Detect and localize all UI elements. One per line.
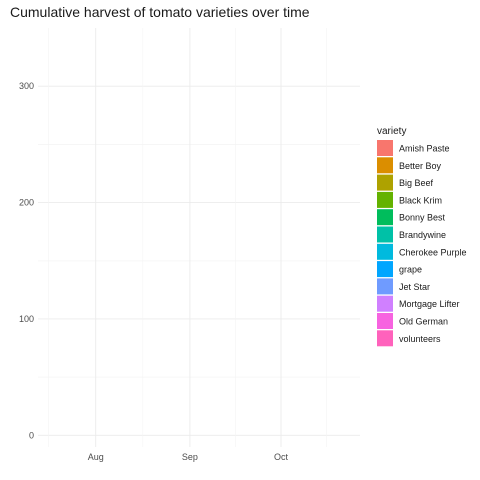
y-tick-label: 100 <box>19 314 34 324</box>
legend-swatch <box>377 295 393 312</box>
legend-label: grape <box>399 265 422 275</box>
y-tick-label: 200 <box>19 198 34 208</box>
x-tick-label: Aug <box>88 452 104 462</box>
legend-label: Mortgage Lifter <box>399 299 460 309</box>
legend-label: volunteers <box>399 334 441 344</box>
legend-swatch <box>377 278 393 295</box>
legend-label: Amish Paste <box>399 144 450 154</box>
legend-swatch <box>377 243 393 260</box>
legend-swatch <box>377 261 393 278</box>
y-tick-label: 300 <box>19 81 34 91</box>
legend-swatch <box>377 174 393 191</box>
legend-label: Brandywine <box>399 230 446 240</box>
legend-label: Cherokee Purple <box>399 247 467 257</box>
legend-swatch <box>377 226 393 243</box>
y-axis: 0 100 200 300 <box>19 81 34 440</box>
legend-label: Big Beef <box>399 178 434 188</box>
x-axis: Aug Sep Oct <box>88 452 289 462</box>
x-tick-label: Sep <box>182 452 198 462</box>
chart-title: Cumulative harvest of tomato varieties o… <box>10 4 310 20</box>
legend-swatch <box>377 313 393 329</box>
legend: variety Amish Paste Better Boy Big Beef Bla… <box>377 126 467 347</box>
x-tick-label: Oct <box>274 452 289 462</box>
legend-swatch <box>377 209 393 226</box>
legend-label: Jet Star <box>399 282 430 292</box>
legend-swatch <box>377 157 393 174</box>
legend-swatch <box>377 330 393 347</box>
legend-label: Black Krim <box>399 195 442 205</box>
legend-swatch <box>377 191 393 208</box>
legend-label: Bonny Best <box>399 213 446 223</box>
legend-label: Old German <box>399 317 448 327</box>
legend-swatch <box>377 140 393 156</box>
legend-label: Better Boy <box>399 161 442 171</box>
y-tick-label: 0 <box>29 430 34 440</box>
legend-title: variety <box>377 126 406 137</box>
plot-grid <box>38 28 360 447</box>
